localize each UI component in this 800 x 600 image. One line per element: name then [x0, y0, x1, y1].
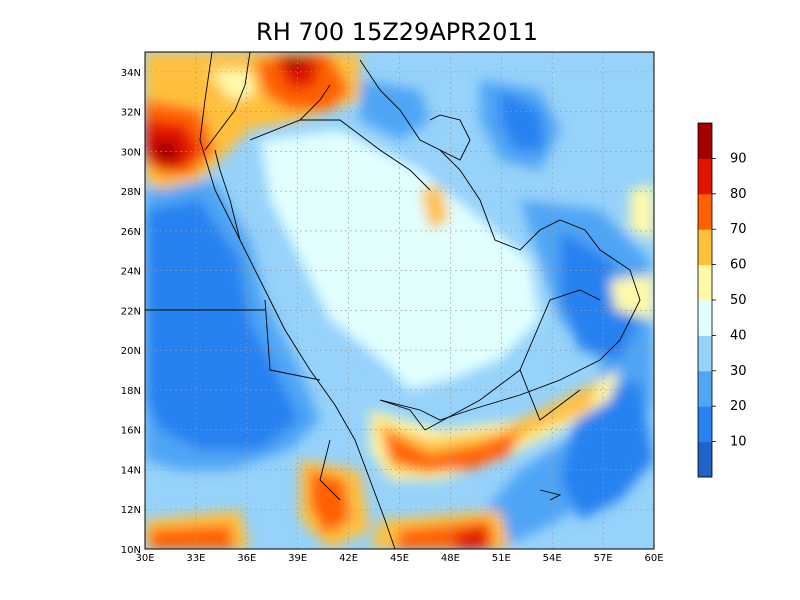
colorbar-swatch — [698, 158, 712, 195]
lat-tick-label: 24N — [121, 267, 141, 278]
colorbar-label: 50 — [730, 293, 747, 308]
colorbar-label: 30 — [730, 364, 747, 379]
lon-tick-label: 45E — [390, 553, 409, 564]
colorbar-swatch — [698, 300, 712, 336]
lon-tick-label: 54E — [543, 553, 562, 564]
lon-tick-label: 39E — [288, 553, 307, 564]
plot-frame — [144, 51, 655, 550]
lat-tick-label: 26N — [121, 227, 141, 238]
lat-tick-label: 18N — [121, 386, 141, 397]
lon-tick-label: 51E — [492, 553, 511, 564]
lon-tick-label: 42E — [339, 553, 358, 564]
colorbar-label: 20 — [730, 399, 747, 414]
longitude-tick-labels: 30E 33E 36E 39E 42E 45E 48E 51E 54E 57E 60E — [135, 553, 663, 564]
colorbar-swatch — [698, 370, 712, 407]
colorbar-label: 90 — [730, 151, 747, 166]
lat-tick-label: 20N — [121, 346, 141, 357]
lat-tick-label: 34N — [121, 68, 141, 79]
humidity-field — [145, 52, 654, 549]
lat-tick-label: 30N — [121, 147, 141, 158]
colorbar: 10 20 30 40 50 60 70 80 90 — [697, 122, 747, 478]
colorbar-swatch — [698, 406, 712, 443]
lat-tick-label: 22N — [121, 306, 141, 317]
colorbar-swatch — [698, 193, 712, 230]
lat-tick-label: 12N — [121, 505, 141, 516]
colorbar-label: 40 — [730, 328, 747, 343]
colorbar-swatch — [698, 264, 712, 301]
lon-tick-label: 30E — [135, 553, 154, 564]
map-title: RH 700 15Z29APR2011 — [256, 18, 538, 46]
colorbar-swatch — [698, 441, 712, 478]
lat-tick-label: 14N — [121, 465, 141, 476]
colorbar-label: 10 — [730, 435, 747, 450]
lat-tick-label: 32N — [121, 108, 141, 119]
lon-tick-label: 57E — [594, 553, 613, 564]
colorbar-swatch — [698, 229, 712, 266]
colorbar-swatch — [698, 335, 712, 372]
colorbar-swatch — [698, 123, 712, 159]
latitude-tick-labels: 10N 12N 14N 16N 18N 20N 22N 24N 26N 28N 30N 32N 34N — [121, 68, 141, 556]
colorbar-label: 60 — [730, 258, 747, 273]
lon-tick-label: 48E — [441, 553, 460, 564]
lat-tick-label: 16N — [121, 426, 141, 437]
lon-tick-label: 60E — [644, 553, 663, 564]
colorbar-label: 70 — [730, 222, 747, 237]
lon-tick-label: 36E — [237, 553, 256, 564]
lat-tick-label: 10N — [121, 545, 141, 556]
lat-tick-label: 28N — [121, 187, 141, 198]
coastlines-and-borders — [145, 52, 641, 549]
colorbar-label: 80 — [730, 187, 747, 202]
lon-tick-label: 33E — [186, 553, 205, 564]
